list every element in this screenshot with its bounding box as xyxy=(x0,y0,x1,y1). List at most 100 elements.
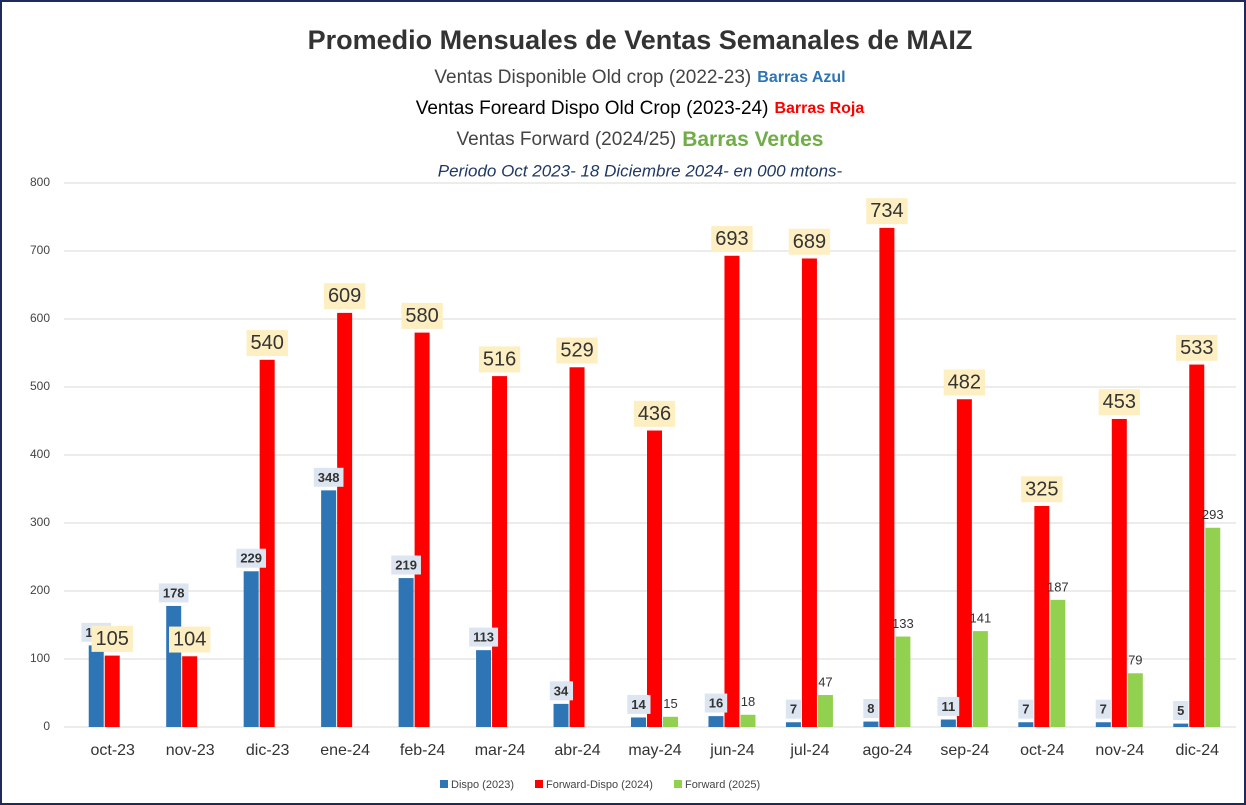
data-label: 133 xyxy=(892,616,914,631)
data-label-group: 16 xyxy=(704,693,728,713)
data-label-group: 219 xyxy=(391,555,421,575)
data-label-group: 453 xyxy=(1098,389,1140,416)
data-label-box xyxy=(1098,389,1140,416)
x-tick-label: oct-23 xyxy=(90,742,135,759)
subtitle-text: Ventas Disponible Old crop (2022-23) xyxy=(434,67,751,88)
subtitle: Ventas Disponible Old crop (2022-23) Barr… xyxy=(434,67,845,88)
x-tick-label: dic-24 xyxy=(1175,742,1219,759)
data-label-box xyxy=(866,198,908,225)
data-label-box xyxy=(246,330,288,357)
bar xyxy=(166,605,182,727)
data-label-box xyxy=(937,696,960,716)
data-label: 293 xyxy=(1202,507,1224,522)
data-label-group: 436 xyxy=(633,400,676,427)
y-tick-label: 700 xyxy=(30,243,50,257)
data-label-group: 580 xyxy=(401,302,443,329)
data-label-box xyxy=(391,555,421,575)
legend-label: Dispo (2023) xyxy=(451,779,514,791)
data-label: 348 xyxy=(318,470,340,485)
bar xyxy=(414,332,430,727)
bar xyxy=(724,255,740,727)
legend-label: Forward (2025) xyxy=(685,779,760,791)
data-label-box xyxy=(469,627,499,647)
data-label-group: 104 xyxy=(169,626,211,653)
data-label: 229 xyxy=(240,551,262,566)
data-label: 529 xyxy=(560,340,593,362)
bar xyxy=(631,717,646,727)
data-label: 187 xyxy=(1047,579,1069,594)
y-tick-label: 400 xyxy=(30,447,50,461)
y-tick-label: 300 xyxy=(30,515,50,529)
data-label: 453 xyxy=(1103,391,1136,413)
y-tick-label: 500 xyxy=(30,379,50,393)
data-label-group: 113 xyxy=(469,627,499,647)
bar xyxy=(801,258,817,727)
data-label: 14 xyxy=(631,697,646,712)
x-tick-label: nov-24 xyxy=(1095,742,1144,759)
x-tick-label: jul-24 xyxy=(789,742,829,759)
chart-title: Promedio Mensuales de Ventas Semanales d… xyxy=(308,25,973,55)
data-label: 7 xyxy=(790,702,797,717)
data-label-box xyxy=(863,698,879,718)
data-label: 11 xyxy=(941,699,955,714)
y-tick-label: 0 xyxy=(43,719,50,733)
data-label: 178 xyxy=(163,585,185,600)
x-tick-label: ago-24 xyxy=(862,742,912,759)
data-label: 580 xyxy=(405,305,438,327)
bar xyxy=(1205,527,1221,727)
bar xyxy=(104,655,120,727)
y-tick-label: 200 xyxy=(30,583,50,597)
bar xyxy=(956,399,972,727)
data-label: 113 xyxy=(473,630,494,645)
bar xyxy=(1018,722,1034,727)
data-label-box xyxy=(1176,334,1218,361)
data-label-group: 609 xyxy=(323,283,366,310)
subtitle-text: Ventas Foreard Dispo Old Crop (2023-24) xyxy=(416,98,769,119)
bar xyxy=(259,359,275,727)
data-label: 516 xyxy=(483,348,516,370)
data-label-box xyxy=(556,337,598,364)
data-label-group: 105 xyxy=(91,625,133,652)
data-label: 79 xyxy=(1128,653,1142,668)
data-label-box xyxy=(401,302,443,329)
data-label-box xyxy=(169,626,211,653)
data-label-box xyxy=(711,226,753,253)
bar xyxy=(492,376,508,727)
data-label-box xyxy=(633,400,676,427)
data-label-group: 79 xyxy=(1128,653,1142,668)
bar xyxy=(553,703,569,727)
data-label-group: 14 xyxy=(627,694,651,714)
data-label-group: 7 xyxy=(785,699,802,719)
data-label: 533 xyxy=(1180,337,1213,359)
data-label-group: 11 xyxy=(937,696,960,716)
data-label-group: 689 xyxy=(788,228,831,255)
x-tick-label: sep-24 xyxy=(940,742,989,759)
x-tick-label: dic-23 xyxy=(246,742,290,759)
bar xyxy=(1111,418,1127,727)
data-label-group: 141 xyxy=(970,611,992,626)
data-label-box xyxy=(549,681,574,701)
x-tick-label: ene-24 xyxy=(320,742,370,759)
subtitle-highlight: Barras Roja xyxy=(774,100,864,117)
data-label-box xyxy=(91,625,133,652)
data-label: 5 xyxy=(1177,703,1184,718)
x-tick-label: nov-23 xyxy=(166,742,215,759)
data-label-group: 540 xyxy=(246,330,288,357)
data-label-box xyxy=(158,583,189,603)
data-label: 482 xyxy=(948,372,981,394)
bar xyxy=(182,656,198,727)
bar xyxy=(895,636,911,727)
data-label: 689 xyxy=(793,231,826,253)
x-tick-label: jun-24 xyxy=(709,742,755,759)
bar xyxy=(88,645,104,727)
bar xyxy=(863,721,879,727)
data-label-box xyxy=(313,467,344,487)
bar xyxy=(569,367,585,727)
legend-label: Forward-Dispo (2024) xyxy=(546,779,653,791)
y-tick-label: 600 xyxy=(30,311,50,325)
data-label-box xyxy=(943,369,986,396)
x-tick-label: feb-24 xyxy=(400,742,445,759)
data-label-group: 293 xyxy=(1202,507,1224,522)
